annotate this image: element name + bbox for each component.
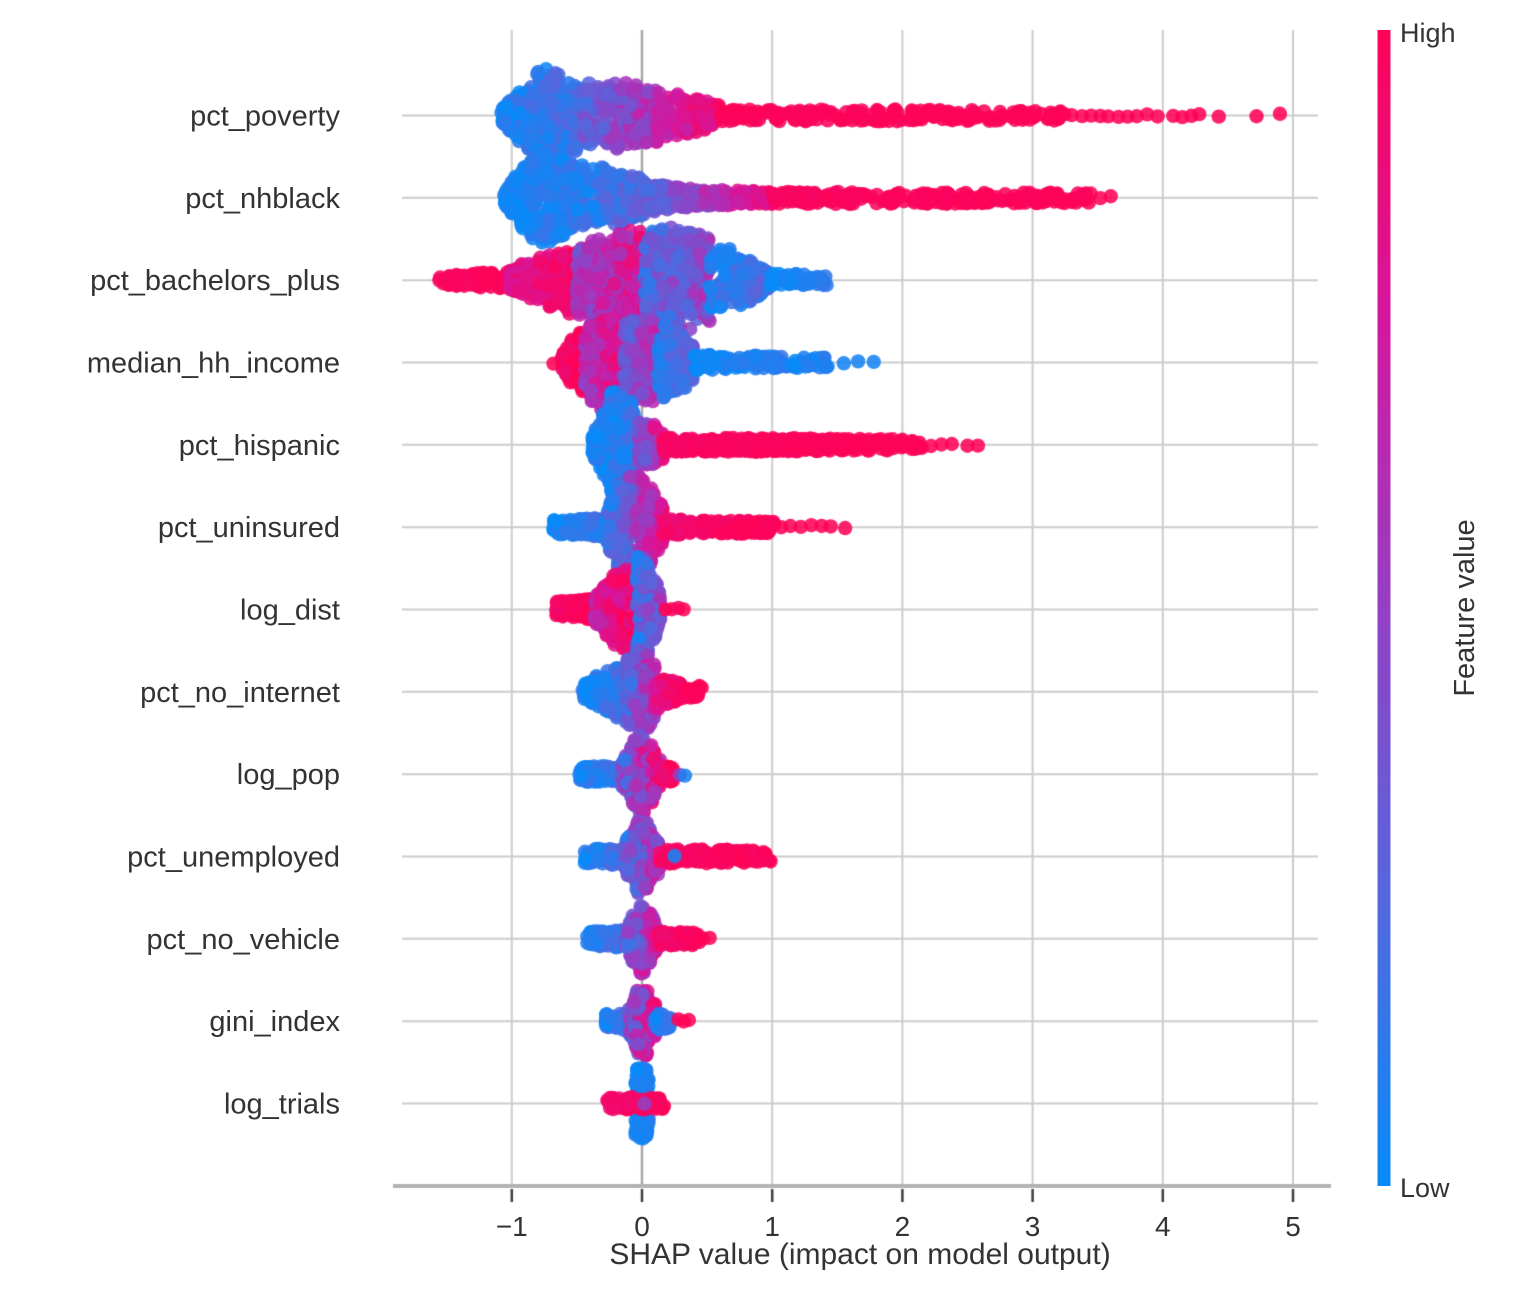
feature-label-median_hh_income: median_hh_income bbox=[87, 347, 340, 379]
x-axis-title: SHAP value (impact on model output) bbox=[609, 1238, 1110, 1271]
feature-label-pct_nhblack: pct_nhblack bbox=[185, 183, 340, 215]
x-tick-labels-group: −1 0 1 2 3 4 5 bbox=[496, 1211, 1301, 1242]
colorbar-low-label: Low bbox=[1400, 1173, 1450, 1203]
feature-label-pct_unemployed: pct_unemployed bbox=[127, 841, 340, 873]
feature-label-pct_bachelors_plus: pct_bachelors_plus bbox=[90, 265, 340, 297]
feature-label-log_dist: log_dist bbox=[240, 594, 340, 626]
colorbar bbox=[1377, 30, 1391, 1186]
x-tick-label-5: 5 bbox=[1285, 1211, 1301, 1242]
x-tick-label-0: 0 bbox=[634, 1211, 650, 1242]
x-tick-label-4: 4 bbox=[1155, 1211, 1171, 1242]
x-tick-label--1: −1 bbox=[496, 1211, 528, 1242]
feature-label-pct_no_internet: pct_no_internet bbox=[140, 677, 340, 709]
feature-label-log_pop: log_pop bbox=[237, 759, 340, 791]
feature-label-pct_uninsured: pct_uninsured bbox=[158, 512, 340, 544]
colorbar-title: Feature value bbox=[1449, 519, 1481, 696]
colorbar-high-label: High bbox=[1400, 18, 1456, 48]
feature-label-gini_index: gini_index bbox=[209, 1006, 340, 1038]
feature-labels-group: pct_poverty pct_nhblack pct_bachelors_plus… bbox=[87, 101, 341, 1121]
x-tick-label-1: 1 bbox=[764, 1211, 780, 1242]
feature-label-pct_hispanic: pct_hispanic bbox=[179, 430, 340, 462]
feature-label-pct_no_vehicle: pct_no_vehicle bbox=[147, 924, 340, 956]
x-tick-label-3: 3 bbox=[1025, 1211, 1041, 1242]
feature-label-pct_poverty: pct_poverty bbox=[190, 101, 340, 133]
feature-label-log_trials: log_trials bbox=[224, 1088, 340, 1120]
x-tick-label-2: 2 bbox=[895, 1211, 911, 1242]
